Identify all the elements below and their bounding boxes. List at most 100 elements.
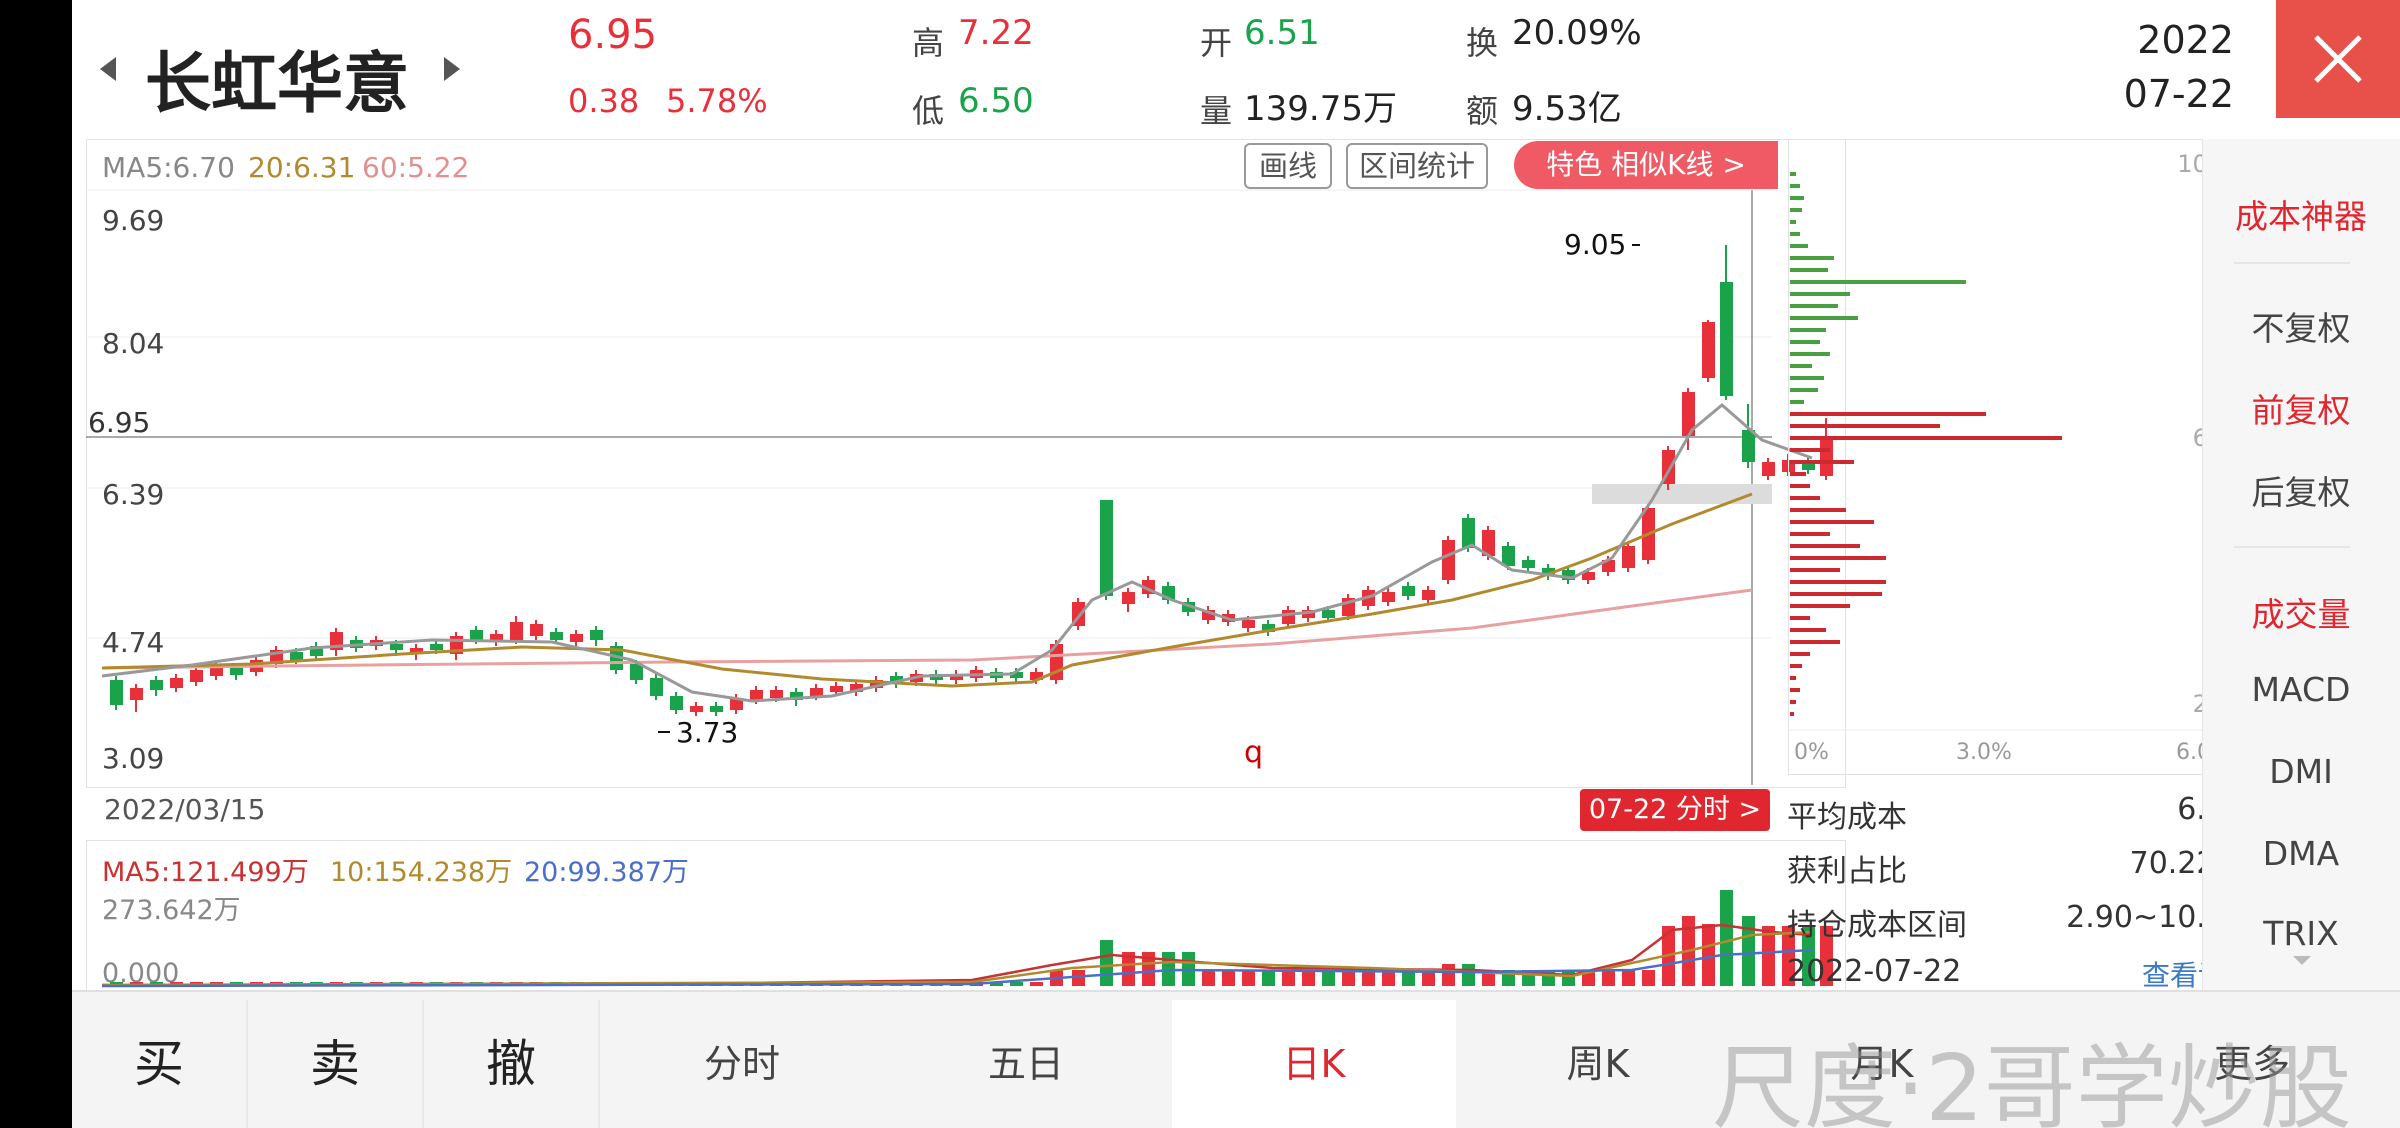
prev-stock-icon[interactable] xyxy=(100,57,116,81)
cost-tool-menu-item[interactable]: 成本神器 xyxy=(2235,197,2367,236)
volume-bar xyxy=(1622,970,1635,986)
volume-bar xyxy=(1562,970,1575,986)
chip-bar xyxy=(1790,604,1850,608)
candle xyxy=(770,690,783,698)
chip-bar xyxy=(1790,664,1802,668)
candle xyxy=(430,644,443,650)
no-adjust-menu-item[interactable]: 不复权 xyxy=(2251,309,2351,348)
close-button[interactable] xyxy=(2276,0,2400,118)
chip-bar xyxy=(1790,592,1882,596)
start-date-label: 2022/03/15 xyxy=(104,793,266,826)
candle xyxy=(490,634,503,642)
candle xyxy=(290,652,303,660)
chip-x-label-3: 3.0% xyxy=(1956,740,2012,765)
chip-bar xyxy=(1790,172,1796,176)
chip-bar xyxy=(1790,568,1840,572)
candle xyxy=(470,630,483,640)
low-label: 低 xyxy=(912,92,945,130)
stock-app: 长虹华意 6.95 0.38 5.78% 高 7.22 低 6.50 开 6.5… xyxy=(72,0,2400,1128)
next-stock-icon[interactable] xyxy=(444,57,460,81)
tab-day-k[interactable]: 日K xyxy=(1172,1000,1456,1128)
volume-bar xyxy=(1762,926,1775,986)
candle xyxy=(1622,546,1635,568)
chip-bar xyxy=(1790,556,1886,560)
chip-bar xyxy=(1790,280,1966,284)
volume-bar xyxy=(1072,970,1085,986)
candle xyxy=(1302,610,1315,618)
dma-menu-item[interactable]: DMA xyxy=(2262,834,2340,873)
volume-bar xyxy=(1602,970,1615,986)
chip-bar xyxy=(1790,220,1796,224)
candle xyxy=(810,688,823,696)
chip-bar xyxy=(1790,616,1810,620)
chip-bar xyxy=(1790,364,1812,368)
macd-menu-item[interactable]: MACD xyxy=(2251,670,2351,709)
buy-button[interactable]: 买 xyxy=(134,1035,184,1093)
chip-bar xyxy=(1790,256,1834,260)
avg-cost-label: 平均成本 xyxy=(1787,800,1907,835)
tab-fenshi[interactable]: 分时 xyxy=(703,1042,780,1086)
tab-week-k[interactable]: 周K xyxy=(1566,1042,1630,1086)
tab-divider xyxy=(246,1000,248,1128)
trix-menu-item[interactable]: TRIX xyxy=(2263,914,2339,953)
candle xyxy=(230,668,243,675)
chip-bar xyxy=(1790,400,1804,404)
y-label-9-69: 9.69 xyxy=(102,204,164,237)
candle xyxy=(790,692,803,700)
volume-bar xyxy=(1720,890,1733,986)
vol-ma20-label: 20:99.387万 xyxy=(524,857,689,888)
chip-bar xyxy=(1790,484,1810,488)
volume-menu-item[interactable]: 成交量 xyxy=(2251,595,2351,634)
volume-bar xyxy=(1142,952,1155,986)
candle xyxy=(1742,430,1755,462)
vol-ma-gold-line xyxy=(101,930,1813,987)
y-label-8-04: 8.04 xyxy=(102,327,164,360)
candle xyxy=(110,680,123,705)
scroll-down-icon[interactable] xyxy=(2293,956,2311,965)
ma60-label: 60:5.22 xyxy=(362,151,470,184)
q-marker: q xyxy=(1244,735,1263,770)
chip-bar xyxy=(1790,328,1826,332)
candle xyxy=(830,686,843,692)
y-label-3-09: 3.09 xyxy=(102,742,164,775)
volume-bar xyxy=(1010,982,1023,986)
sell-button[interactable]: 卖 xyxy=(310,1035,360,1093)
current-price-line-label: 6.95 xyxy=(88,406,150,439)
chip-bar xyxy=(1790,520,1874,524)
tab-more[interactable]: 更多 xyxy=(2213,1042,2290,1086)
dmi-menu-item[interactable]: DMI xyxy=(2269,752,2333,791)
chip-bar xyxy=(1790,340,1820,344)
back-adjust-menu-item[interactable]: 后复权 xyxy=(2251,473,2351,512)
low-marker-label: 3.73 xyxy=(676,716,738,749)
volume-bar xyxy=(1742,916,1755,986)
forward-adjust-menu-item[interactable]: 前复权 xyxy=(2251,391,2351,430)
volume-bar xyxy=(1122,952,1135,986)
tab-five-day[interactable]: 五日 xyxy=(987,1042,1064,1086)
chip-bar xyxy=(1790,712,1794,716)
high-marker-label: 9.05 xyxy=(1564,228,1626,261)
volume-bar xyxy=(1342,970,1355,986)
chip-bar xyxy=(1790,424,1940,428)
candle xyxy=(630,664,643,680)
volume-bar xyxy=(990,982,1003,986)
kline-gridlines xyxy=(86,189,1772,785)
range-stats-button[interactable]: 区间统计 xyxy=(1346,143,1488,189)
volume-bar xyxy=(1030,982,1043,986)
candle xyxy=(730,698,743,710)
chip-bar xyxy=(1790,508,1846,512)
fenshi-button[interactable]: 07-22 分时 > xyxy=(1580,789,1770,831)
volume-bar xyxy=(1442,964,1455,986)
cancel-order-button[interactable]: 撤 xyxy=(486,1035,536,1093)
candle xyxy=(1702,322,1715,378)
volume-bar xyxy=(1262,970,1275,986)
stats-date: 2022-07-22 xyxy=(1787,954,1962,989)
chip-bar xyxy=(1790,688,1800,692)
ma20-label: 20:6.31 xyxy=(248,151,356,184)
chip-bar xyxy=(1790,232,1800,236)
chip-bar xyxy=(1790,268,1828,272)
draw-line-button[interactable]: 画线 xyxy=(1244,143,1332,189)
chip-bar xyxy=(1790,532,1830,536)
tab-month-k[interactable]: 月K xyxy=(1850,1042,1914,1086)
volume-bar xyxy=(1702,924,1715,986)
similar-kline-button[interactable]: 特色 相似K线 > xyxy=(1514,141,1778,189)
